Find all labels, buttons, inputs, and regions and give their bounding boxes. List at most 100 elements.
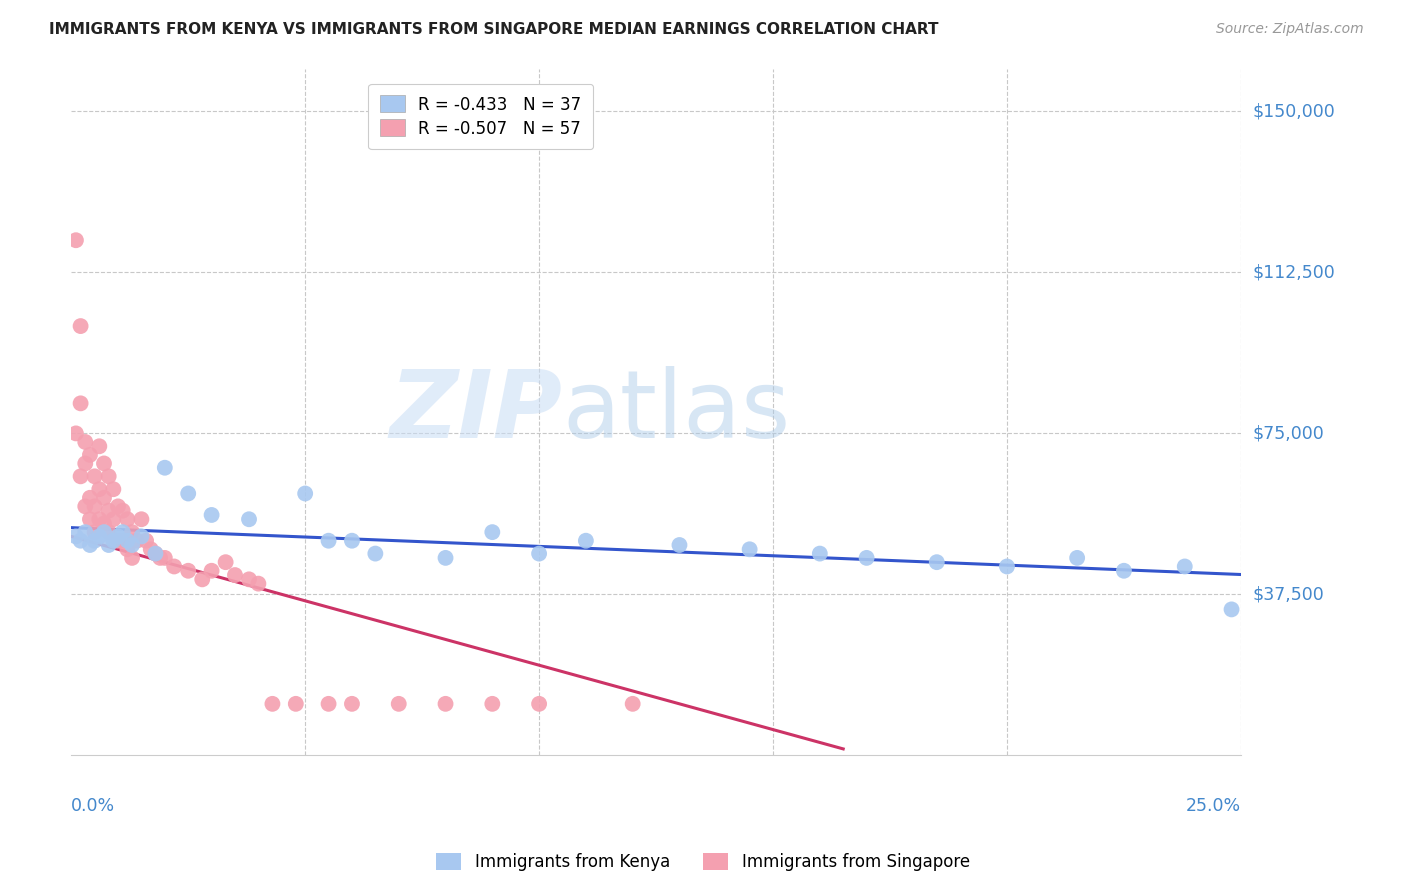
Point (103, 533, 125, 548)
Point (75, 525, 97, 540)
Point (97, 469, 120, 483)
Point (145, 547, 167, 561)
Point (527, 697, 550, 711)
Point (1066, 550, 1088, 565)
Point (131, 512, 153, 526)
Point (284, 697, 307, 711)
Point (139, 542, 162, 557)
Point (111, 533, 134, 548)
Point (65, 426, 87, 441)
Point (83, 533, 105, 548)
Point (1220, 602, 1243, 616)
Point (163, 559, 186, 574)
Point (97, 503, 120, 517)
Point (69, 469, 91, 483)
Point (93, 525, 115, 540)
Point (111, 525, 134, 540)
Point (481, 697, 503, 711)
Text: IMMIGRANTS FROM KENYA VS IMMIGRANTS FROM SINGAPORE MEDIAN EARNINGS CORRELATION C: IMMIGRANTS FROM KENYA VS IMMIGRANTS FROM… (49, 22, 939, 37)
Point (153, 460, 176, 475)
Point (434, 697, 457, 711)
Text: atlas: atlas (562, 366, 790, 458)
Point (89, 482, 111, 496)
Point (107, 529, 129, 543)
Point (238, 512, 260, 526)
Point (131, 529, 153, 543)
Point (89, 529, 111, 543)
Point (69, 396, 91, 410)
Point (925, 555, 948, 569)
Point (1174, 559, 1197, 574)
Point (103, 512, 125, 526)
Text: $37,500: $37,500 (1251, 585, 1324, 603)
Point (621, 697, 644, 711)
Point (214, 555, 236, 569)
Point (738, 542, 761, 557)
Text: 25.0%: 25.0% (1185, 797, 1241, 814)
Point (69, 533, 91, 548)
Point (117, 533, 139, 548)
Point (481, 525, 503, 540)
Legend: R = -0.433   N = 37, R = -0.507   N = 57: R = -0.433 N = 37, R = -0.507 N = 57 (368, 84, 593, 149)
Text: $75,000: $75,000 (1251, 425, 1324, 442)
Point (1112, 564, 1135, 578)
Point (177, 486, 200, 500)
Point (79, 512, 101, 526)
Text: $112,500: $112,500 (1251, 263, 1334, 281)
Point (808, 547, 831, 561)
Point (69, 319, 91, 334)
Point (103, 482, 125, 496)
Point (97, 525, 120, 540)
Point (318, 533, 340, 548)
Point (125, 533, 148, 548)
Point (93, 491, 115, 505)
Point (200, 508, 222, 522)
Point (83, 500, 105, 514)
Point (262, 697, 284, 711)
Point (121, 550, 143, 565)
Text: 0.0%: 0.0% (72, 797, 115, 814)
Point (111, 503, 134, 517)
Point (294, 486, 316, 500)
Point (107, 500, 129, 514)
Point (75, 500, 97, 514)
Point (121, 525, 143, 540)
Point (527, 547, 550, 561)
Point (388, 697, 411, 711)
Point (668, 538, 690, 552)
Point (79, 491, 101, 505)
Point (83, 525, 105, 540)
Point (238, 572, 260, 586)
Point (79, 538, 101, 552)
Point (434, 550, 457, 565)
Text: Source: ZipAtlas.com: Source: ZipAtlas.com (1216, 22, 1364, 37)
Point (191, 572, 214, 586)
Point (83, 469, 105, 483)
Point (89, 439, 111, 453)
Point (89, 512, 111, 526)
Legend: Immigrants from Kenya, Immigrants from Singapore: Immigrants from Kenya, Immigrants from S… (427, 845, 979, 880)
Point (79, 448, 101, 462)
Point (75, 457, 97, 471)
Point (995, 559, 1018, 574)
Point (177, 564, 200, 578)
Point (65, 233, 87, 247)
Point (224, 568, 246, 582)
Text: $150,000: $150,000 (1251, 103, 1334, 120)
Point (93, 457, 115, 471)
Point (340, 697, 363, 711)
Point (121, 538, 143, 552)
Point (75, 434, 97, 449)
Point (149, 550, 172, 565)
Point (200, 564, 222, 578)
Point (145, 547, 167, 561)
Point (340, 533, 363, 548)
Text: ZIP: ZIP (389, 366, 562, 458)
Point (97, 538, 120, 552)
Point (153, 550, 176, 565)
Point (65, 529, 87, 543)
Point (117, 512, 139, 526)
Point (135, 533, 157, 548)
Point (117, 542, 139, 557)
Point (318, 697, 340, 711)
